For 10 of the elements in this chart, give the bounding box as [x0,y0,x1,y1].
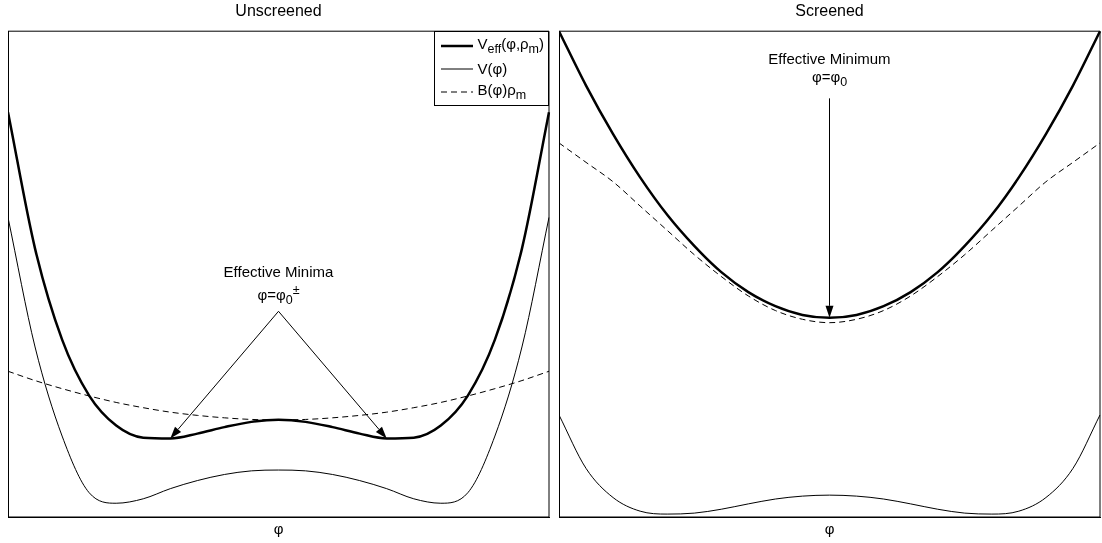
annotation: Effective Minima [222,263,335,282]
legend-label: B(φ)ρ$_{m}$ [477,81,527,103]
x-axis-title: φ [273,520,284,538]
x-axis-title: φ [824,520,835,538]
annotation: φ=φ$_{0}$ [810,68,849,92]
legend-label: V$_{eff}$(φ,ρ$_{m}$) [477,35,544,57]
chart-title: Screened [795,2,864,20]
legend-label: V(φ) [477,60,508,78]
chart-title: Unscreened [235,2,322,20]
annotation: Effective Minimum [767,50,892,69]
